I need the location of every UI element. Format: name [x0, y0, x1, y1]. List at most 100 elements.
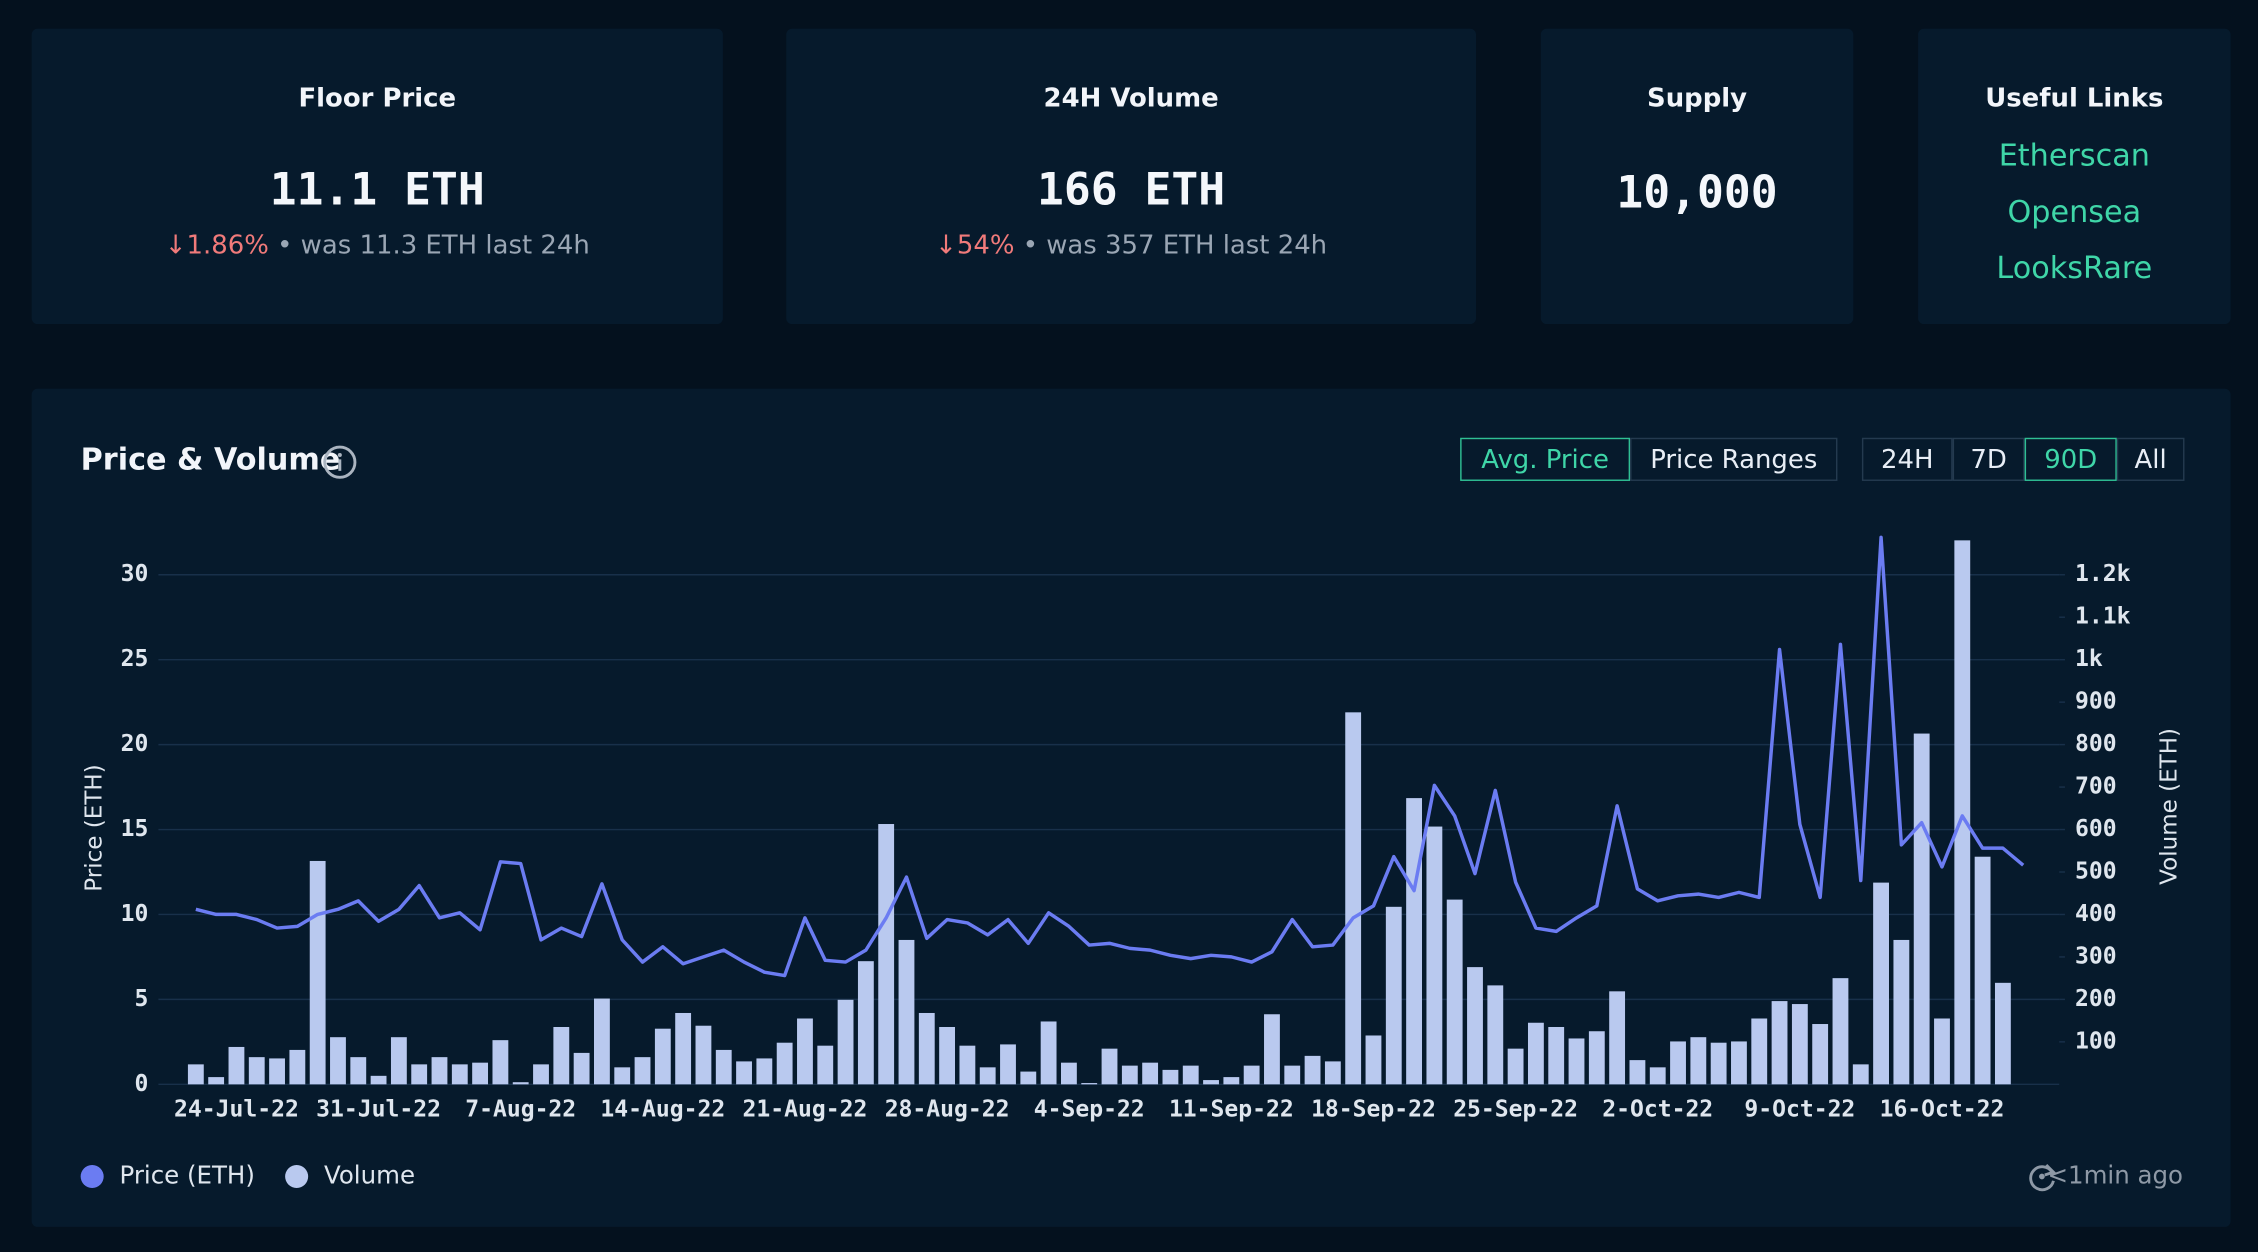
volume-bar [1609, 991, 1626, 1085]
floor-card: Floor Price 11.1 ETH ↓1.86% • was 11.3 E… [31, 28, 723, 325]
y2-tick-label: 400 [2075, 901, 2117, 927]
volume-bar [1182, 1065, 1199, 1085]
down-arrow: ↓ [164, 230, 187, 261]
volume-bar [228, 1046, 245, 1085]
volume-bar [1446, 899, 1463, 1085]
x-tick-label: 25-Sep-22 [1453, 1097, 1578, 1123]
volume-bar [959, 1045, 976, 1085]
toggle-button[interactable]: 90D [2024, 437, 2117, 481]
volume-bar [1873, 882, 1889, 1085]
volume-bar [1974, 856, 1991, 1085]
card-change: ↓54% • was 357 ETH last 24h [935, 230, 1328, 261]
link[interactable]: Opensea [2007, 194, 2142, 229]
volume-bar [654, 1028, 671, 1085]
card-title: 24H Volume [1043, 83, 1219, 114]
toggle-button[interactable]: 24H [1861, 437, 1953, 481]
y-tick-label: 25 [121, 646, 149, 672]
volume-bar [330, 1037, 346, 1085]
volume-bar [939, 1026, 956, 1085]
y2-tick-label: 500 [2075, 858, 2117, 884]
change-pct: 1.86% [186, 230, 269, 261]
down-arrow: ↓ [935, 230, 957, 261]
volume-bar [1771, 1001, 1788, 1085]
volume-bar [492, 1040, 509, 1085]
volume-bar [289, 1049, 306, 1085]
card-value: 166 ETH [1037, 164, 1226, 217]
y-tick-label: 20 [121, 731, 149, 757]
volume-bar [1690, 1037, 1707, 1085]
x-tick-label: 31-Jul-22 [316, 1097, 441, 1123]
refresh-icon[interactable] [2029, 1163, 2057, 1192]
volume-bar [634, 1057, 651, 1085]
volume-bar [451, 1064, 468, 1085]
volume-card: 24H Volume 166 ETH ↓54% • was 357 ETH la… [786, 28, 1476, 325]
x-tick-label: 21-Aug-22 [743, 1097, 868, 1123]
legend-label: Price (ETH) [120, 1160, 255, 1189]
volume-bar [1284, 1065, 1301, 1085]
card-value: 11.1 ETH [269, 164, 485, 217]
x-tick-label: 7-Aug-22 [465, 1097, 576, 1123]
volume-bar [1060, 1062, 1077, 1085]
volume-bar [715, 1049, 732, 1085]
link[interactable]: Etherscan [1998, 138, 2150, 173]
volume-bar [614, 1067, 631, 1085]
volume-bar [512, 1082, 529, 1085]
y2-tick-label: 1k [2075, 646, 2103, 672]
volume-bar [1812, 1024, 1829, 1085]
volume-bar [675, 1012, 692, 1085]
price-line [195, 535, 2025, 978]
toggle-button[interactable]: All [2116, 437, 2185, 481]
card-title: Supply [1647, 83, 1748, 114]
volume-bar [1954, 540, 1971, 1085]
volume-bar [533, 1064, 549, 1085]
toggle-button[interactable]: Avg. Price [1460, 437, 1631, 481]
volume-bar [1406, 798, 1422, 1085]
card-title: Floor Price [298, 83, 457, 114]
volume-bar [594, 998, 610, 1085]
volume-bar [1121, 1065, 1138, 1085]
volume-bar [918, 1012, 935, 1085]
panel-title: Price & Volume [80, 442, 341, 477]
volume-bar [187, 1064, 204, 1085]
volume-bar [350, 1057, 367, 1085]
y2-tick-label: 1.2k [2075, 561, 2131, 587]
volume-bar [1324, 1061, 1341, 1085]
volume-bar [472, 1062, 489, 1085]
volume-bar [1507, 1048, 1524, 1085]
volume-bar [208, 1077, 225, 1085]
link[interactable]: LooksRare [1996, 250, 2153, 286]
y2-tick-label: 800 [2075, 731, 2117, 757]
volume-bar [1527, 1022, 1544, 1085]
volume-bar [1852, 1064, 1869, 1085]
volume-bar [1568, 1038, 1585, 1085]
volume-bar [1893, 939, 1910, 1085]
y-tick-label: 5 [134, 986, 148, 1012]
volume-bar [1020, 1071, 1037, 1085]
volume-bar [1731, 1041, 1747, 1085]
volume-bar [1791, 1004, 1808, 1085]
volume-bar [248, 1057, 265, 1085]
volume-bar [390, 1037, 407, 1085]
y2-tick-label: 700 [2075, 774, 2117, 800]
volume-bar [1304, 1055, 1321, 1085]
x-tick-label: 4-Sep-22 [1034, 1097, 1145, 1123]
volume-bar [1913, 733, 1930, 1085]
volume-bar [1162, 1069, 1179, 1085]
toggle-button[interactable]: 7D [1952, 437, 2025, 481]
x-tick-label: 16-Oct-22 [1880, 1097, 2005, 1123]
volume-bar [1000, 1044, 1016, 1085]
x-tick-label: 28-Aug-22 [885, 1097, 1010, 1123]
volume-bar [1223, 1077, 1240, 1085]
volume-bar [1365, 1035, 1382, 1085]
volume-bar [797, 1018, 813, 1085]
card-title: Useful Links [1985, 83, 2164, 114]
info-icon[interactable] [323, 445, 358, 480]
x-tick-label: 24-Jul-22 [174, 1097, 299, 1123]
volume-bar [431, 1057, 448, 1085]
toggle-button[interactable]: Price Ranges [1630, 437, 1838, 481]
volume-bar [878, 824, 895, 1085]
change-note: was 11.3 ETH last 24h [300, 230, 590, 261]
volume-bar [695, 1025, 712, 1085]
volume-bar [857, 961, 874, 1085]
